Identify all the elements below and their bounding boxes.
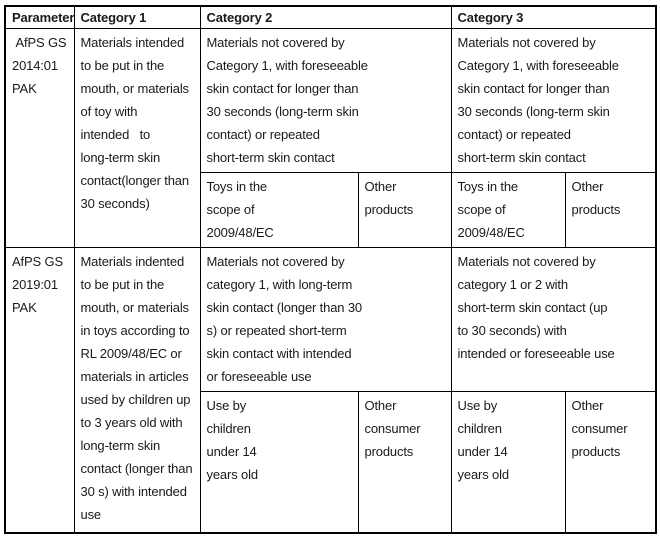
cell-afps-2019-parameter: AfPS GS 2019:01 PAK	[4, 247, 75, 533]
cell-afps-2014-category2-description: Materials not covered by Category 1, wit…	[199, 28, 452, 173]
header-parameter: Parameter	[4, 5, 75, 29]
cell-afps-2014-category2-other-products: Other products	[357, 172, 452, 248]
cell-afps-2019-category2-description: Materials not covered by category 1, wit…	[199, 247, 452, 392]
cell-afps-2014-category1: Materials intended to be put in the mout…	[73, 28, 201, 248]
cell-afps-2014-category3-other-products: Other products	[564, 172, 657, 248]
cell-afps-2014-category3-toys-in-scope: Toys in the scope of 2009/48/EC	[450, 172, 566, 248]
header-category-2: Category 2	[199, 5, 452, 29]
header-row: Parameter Category 1 Category 2 Category…	[4, 5, 657, 29]
cell-afps-2019-category2-other-consumer-products: Other consumer products	[357, 391, 452, 533]
cell-afps-2019-category1: Materials indented to be put in the mout…	[73, 247, 201, 533]
afps-2019-description-row: AfPS GS 2019:01 PAK Materials indented t…	[4, 247, 657, 533]
cell-afps-2019-category3-other-consumer-products: Other consumer products	[564, 391, 657, 533]
cell-afps-2014-parameter: AfPS GS 2014:01 PAK	[4, 28, 75, 248]
afps-2014-description-row: AfPS GS 2014:01 PAK Materials intended t…	[4, 28, 657, 248]
header-category-1: Category 1	[73, 5, 201, 29]
cell-afps-2019-category3-description: Materials not covered by category 1 or 2…	[450, 247, 657, 392]
cell-afps-2014-category3-description: Materials not covered by Category 1, wit…	[450, 28, 657, 173]
header-category-3: Category 3	[450, 5, 657, 29]
cell-afps-2019-category3-children-under-14: Use by children under 14 years old	[450, 391, 566, 533]
cell-afps-2014-category2-toys-in-scope: Toys in the scope of 2009/48/EC	[199, 172, 359, 248]
cell-afps-2019-category2-children-under-14: Use by children under 14 years old	[199, 391, 359, 533]
pak-categories-table: Parameter Category 1 Category 2 Category…	[4, 5, 658, 534]
afps-2019-subcategory-row: Use by children under 14 years old Other…	[5, 391, 657, 533]
